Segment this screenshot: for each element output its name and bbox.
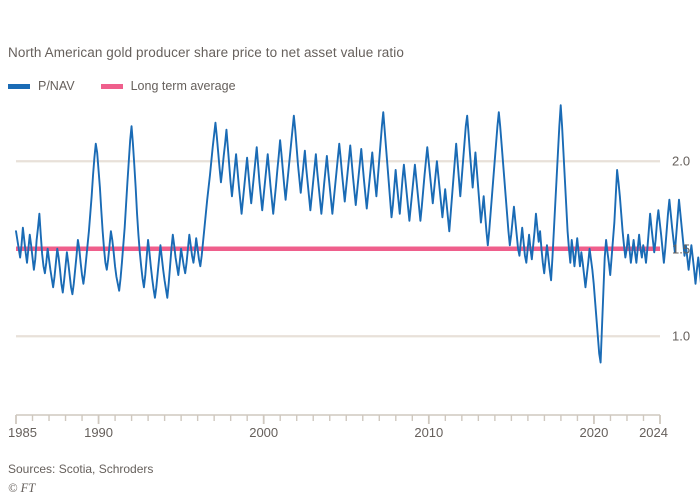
- series-line-pnav: [15, 104, 700, 364]
- legend-item-pnav[interactable]: P/NAV: [8, 79, 75, 93]
- legend-item-long-term-average[interactable]: Long term average: [100, 79, 236, 93]
- legend-label-pnav: P/NAV: [38, 79, 75, 93]
- x-tick-label-2024: 2024: [639, 425, 668, 440]
- legend-swatch-pnav: [8, 83, 30, 89]
- source-note: Sources: Scotia, Schroders: [8, 462, 154, 476]
- x-tick-label-2000: 2000: [249, 425, 279, 440]
- y-tick-label-1.5: 1.5: [672, 241, 691, 257]
- y-tick-label-2.0: 2.0: [672, 153, 691, 169]
- y-tick-label-1.0: 1.0: [672, 328, 691, 344]
- chart-legend: P/NAV Long term average: [8, 79, 262, 95]
- chart-title: North American gold producer share price…: [8, 45, 404, 60]
- x-tick-label-2020: 2020: [579, 425, 609, 440]
- legend-swatch-long-term-average: [100, 83, 123, 89]
- x-tick-label-2010: 2010: [414, 425, 444, 440]
- x-tick-label-1985: 1985: [8, 425, 37, 440]
- x-tick-label-1990: 1990: [84, 425, 114, 440]
- ft-logo: © FT: [8, 481, 36, 495]
- legend-label-long-term-average: Long term average: [130, 79, 236, 93]
